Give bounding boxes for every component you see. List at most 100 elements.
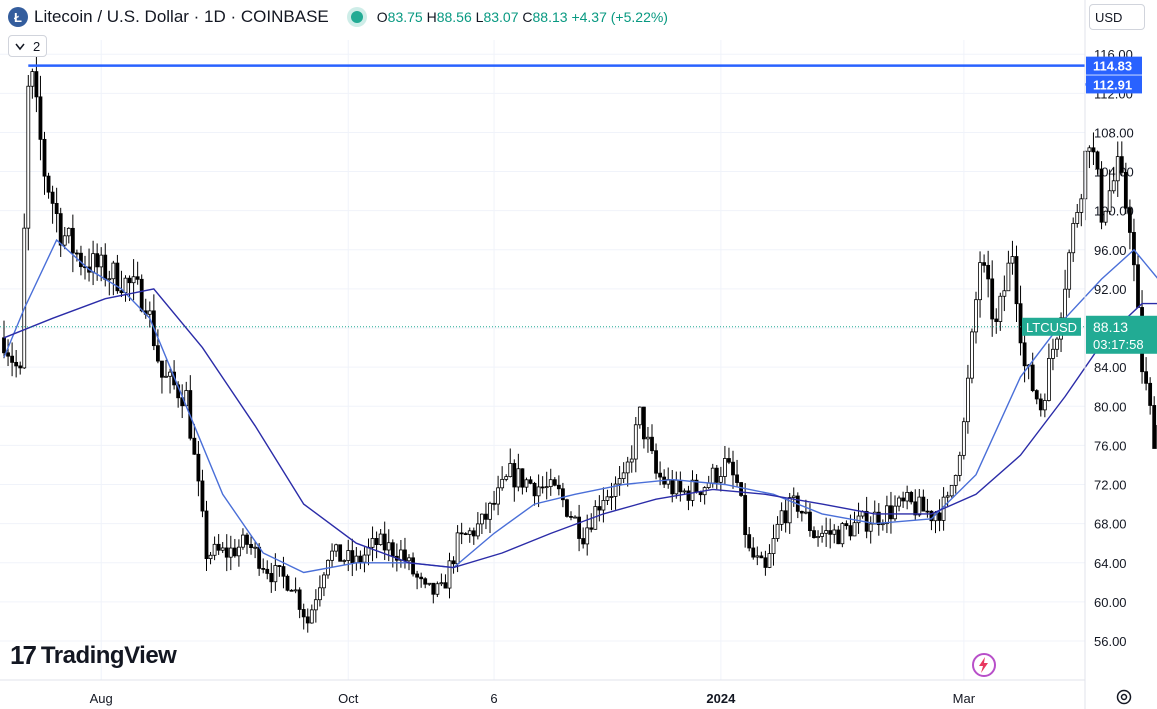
candle-body (75, 252, 79, 255)
price-tick-label: 64.00 (1094, 556, 1127, 571)
time-tick-label: Aug (90, 691, 113, 706)
candle-body (986, 264, 991, 280)
candle-body (62, 235, 67, 246)
candle-body (354, 555, 359, 564)
candle-body (435, 583, 440, 595)
flash-icon[interactable] (970, 651, 998, 679)
litecoin-icon[interactable]: Ł (8, 7, 28, 27)
candle-body (585, 527, 590, 545)
settings-gear-icon[interactable] (1115, 688, 1133, 706)
candle-body (690, 479, 695, 501)
candle-body (945, 495, 950, 498)
candle-body (245, 534, 249, 545)
candle-body (2, 337, 6, 354)
candle-body (629, 458, 634, 463)
symbol-tag-label: LTCUSD (1026, 320, 1077, 335)
symbol-title[interactable]: Litecoin / U.S. Dollar · 1D · COINBASE (34, 7, 329, 26)
candle-body (79, 252, 83, 268)
price-tick-label: 60.00 (1094, 595, 1127, 610)
candle-body (147, 310, 152, 315)
candle-body (253, 546, 258, 549)
candle-body (54, 202, 59, 215)
price-tick-label: 72.00 (1094, 478, 1127, 493)
candle-body (390, 542, 395, 557)
candle-body (504, 476, 509, 480)
market-status-icon[interactable] (350, 11, 363, 23)
candle-body (840, 523, 845, 545)
candle-body (269, 573, 274, 583)
candle-body (334, 544, 339, 552)
price-tick-label: 84.00 (1094, 360, 1127, 375)
candle-body (832, 529, 837, 535)
candle-body (573, 516, 577, 519)
candle-body (791, 495, 796, 498)
candle-body (281, 566, 286, 577)
time-tick-label: 2024 (706, 691, 736, 706)
candle-body (1063, 288, 1067, 319)
level-price-label: 114.83 (1093, 59, 1132, 74)
candles (2, 55, 1157, 633)
candle-body (532, 482, 537, 497)
ohlc-values: O83.75 H88.56 L83.07 C88.13 +4.37 (+5.22… (377, 9, 668, 25)
candle-body (561, 488, 565, 501)
candle-body (1123, 172, 1128, 209)
time-tick-label: 6 (490, 691, 497, 706)
candle-body (609, 496, 614, 498)
tradingview-logo-text: TradingView (40, 641, 177, 669)
candle-body (42, 138, 47, 177)
indicators-toggle-button[interactable]: 2 (8, 35, 48, 57)
candle-body (297, 589, 302, 610)
candle-body (309, 609, 314, 624)
candle-body (804, 511, 808, 514)
candle-body (374, 538, 379, 546)
candle-body (751, 547, 756, 558)
candle-body (723, 458, 727, 477)
candle-body (812, 530, 816, 539)
candle-body (1148, 382, 1153, 406)
candle-body (212, 543, 217, 556)
candle-body (654, 450, 658, 474)
candle-body (111, 262, 116, 280)
candle-body (731, 461, 735, 476)
candle-body (1103, 210, 1108, 223)
candle-body (257, 546, 262, 569)
candle-body (982, 262, 986, 266)
close-value: 88.13 (532, 9, 568, 25)
candle-body (779, 510, 784, 525)
candle-body (249, 544, 253, 549)
candle-body (500, 478, 505, 489)
candle-body (224, 547, 229, 558)
candle-body (46, 175, 51, 193)
candle-body (350, 550, 355, 564)
candle-body (168, 371, 172, 377)
candle-body (1119, 156, 1124, 173)
price-tick-label: 56.00 (1094, 634, 1127, 649)
candle-body (228, 547, 233, 558)
candle-body (123, 277, 128, 294)
candle-body (763, 557, 768, 568)
low-value: 83.07 (483, 9, 519, 25)
candle-body (34, 71, 39, 98)
candle-body (1075, 212, 1080, 224)
candle-body (386, 542, 391, 551)
chart-header: Ł Litecoin / U.S. Dollar · 1D · COINBASE… (8, 6, 668, 28)
candle-body (824, 530, 829, 534)
current-price-label: 88.13 (1093, 319, 1128, 335)
time-axis: AugOct62024MarMay (90, 691, 976, 706)
candle-body (670, 479, 675, 495)
candle-body (1067, 252, 1072, 290)
candle-body (382, 533, 387, 551)
candle-body (856, 515, 861, 524)
candle-body (658, 472, 662, 478)
candle-body (346, 550, 351, 561)
candle-body (601, 500, 606, 511)
candle-body (496, 487, 501, 505)
tradingview-logo[interactable]: 17 TradingView (10, 640, 177, 671)
candle-body (419, 576, 424, 580)
candle-body (208, 554, 213, 560)
candle-body (528, 479, 533, 484)
currency-selector[interactable]: USD (1089, 4, 1145, 30)
change-value: +4.37 (+5.22%) (571, 9, 668, 25)
candle-body (808, 511, 812, 532)
